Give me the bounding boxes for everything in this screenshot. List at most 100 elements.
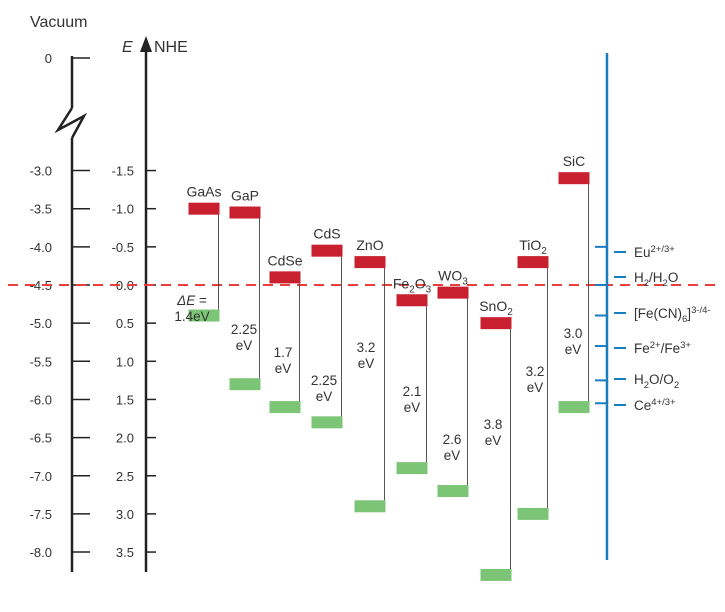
material-name: TiO2 [519,237,547,257]
redox-couple: [Fe(CN)6]3-/4- [595,305,711,325]
nhe-tick-label: -0.5 [112,240,134,255]
band-gap-unit: eV [444,448,461,463]
vacuum-tick-label: -4.0 [30,240,52,255]
material-name: GaAs [186,184,221,200]
vacuum-tick-label: -5.0 [30,316,52,331]
material-gaas: GaAs ΔE =1.4eV [174,184,221,324]
conduction-band [396,294,428,307]
conduction-band [269,271,301,284]
redox-label: H2O/O2 [634,372,679,391]
nhe-tick-label: 3.5 [116,545,134,560]
redox-couple: Fe2+/Fe3+ [595,340,691,356]
band-gap-unit: eV [358,356,375,371]
material-name: Fe2O3 [393,275,432,295]
nhe-tick-label: 1.5 [116,392,134,407]
valence-band [354,500,386,513]
conduction-band [437,286,469,299]
vacuum-axis: 0 -3.0 -3.5 -4.0 -4.5 -5.0 -5.5 -6.0 -6.5 -7.0 -7.… [30,51,90,572]
material-wo3: WO3 2.6eV [437,268,469,498]
band-gap-label: 3.8 [484,417,503,432]
band-gap-unit: eV [527,380,544,395]
nhe-tick-label: -1.5 [112,164,134,179]
nhe-tick-label: 2.5 [116,469,134,484]
material-sno2: SnO2 3.8eV [479,298,513,581]
band-gap-label: 3.2 [526,364,545,379]
redox-couple: Ce4+/3+ [595,397,676,413]
energy-symbol: E [122,39,133,56]
material-tio2: TiO2 3.2eV [517,237,549,520]
conduction-band [354,256,386,269]
material-name: GaP [231,188,259,204]
material-name: WO3 [438,268,468,288]
vacuum-tick-label: 0 [45,51,52,66]
nhe-tick-label: 0.0 [116,278,134,293]
vacuum-tick-label: -8.0 [30,545,52,560]
band-gap-unit: eV [275,361,292,376]
band-gap-label: 1.7 [274,345,293,360]
nhe-tick-label: 2.0 [116,431,134,446]
nhe-tick-label: 0.5 [116,316,134,331]
material-fe2o3: Fe2O3 2.1eV [393,275,432,475]
vacuum-tick-label: -6.5 [30,431,52,446]
valence-band [558,401,590,414]
nhe-tick-label: -1.0 [112,202,134,217]
material-zno: ZnO 3.2eV [354,237,386,513]
band-gap-unit: eV [316,389,333,404]
valence-band [311,416,343,429]
redox-label: Fe2+/Fe3+ [634,340,691,356]
valence-band [517,507,549,520]
redox-label: H2/H2O [634,270,678,289]
conduction-band [517,256,549,269]
vacuum-tick-label: -4.5 [30,278,52,293]
band-gap-unit: eV [236,338,253,353]
redox-label: Eu2+/3+ [634,244,675,260]
band-gap-label: 2.25 [231,322,257,337]
band-gap-unit: eV [565,342,582,357]
nhe-label: NHE [154,39,188,56]
band-gap-label: 2.1 [403,384,422,399]
redox-label: Ce4+/3+ [634,397,676,413]
material-name: CdS [313,226,340,242]
material-name: SnO2 [479,298,513,318]
redox-label: [Fe(CN)6]3-/4- [634,305,711,325]
material-cdse: CdSe 1.7eV [267,252,303,414]
material-sic: SiC 3.0eV [558,153,590,414]
valence-band [229,378,261,391]
material-name: ZnO [356,237,383,253]
conduction-band [229,206,261,219]
band-gap-unit: eV [485,433,502,448]
band-gap-label: 2.6 [443,432,462,447]
vacuum-tick-label: -6.0 [30,392,52,407]
valence-band [396,462,428,475]
vacuum-tick-label: -7.5 [30,507,52,522]
vacuum-tick-label: -5.5 [30,354,52,369]
vacuum-tick-label: -3.0 [30,164,52,179]
valence-band [269,401,301,414]
valence-band [437,485,469,498]
band-gap-unit: 1.4eV [174,309,209,324]
nhe-axis: -1.5 -1.0 -0.5 0.0 0.5 1.0 1.5 2.0 2.5 3.0 3.5 [112,36,156,572]
conduction-band [311,244,343,257]
material-name: SiC [563,153,586,169]
conduction-band [188,202,220,215]
nhe-tick-label: 3.0 [116,507,134,522]
valence-band [480,568,512,581]
axis-break-icon [54,107,88,139]
band-gap-label: 3.0 [564,326,583,341]
vacuum-tick-label: -7.0 [30,469,52,484]
material-name: CdSe [267,252,302,268]
redox-couple: H2O/O2 [595,372,679,391]
vacuum-tick-label: -3.5 [30,202,52,217]
nhe-tick-label: 1.0 [116,354,134,369]
valence-band [188,309,220,322]
redox-group: Eu2+/3+ H2/H2O [Fe(CN)6]3-/4- Fe2+/Fe3+ H2O/… [595,244,711,413]
conduction-band [480,317,512,330]
band-gap-unit: eV [404,400,421,415]
nhe-arrow-icon [140,36,152,52]
redox-couple: H2/H2O [595,270,678,289]
redox-couple: Eu2+/3+ [595,244,675,260]
